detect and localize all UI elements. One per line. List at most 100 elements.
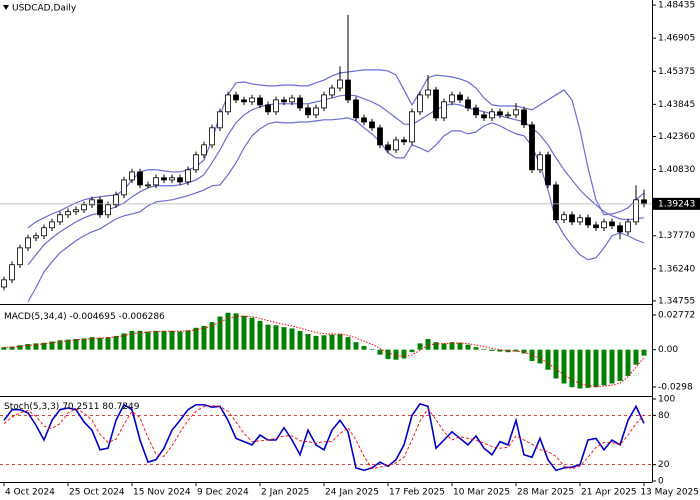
macd-bar bbox=[193, 327, 199, 350]
macd-bar bbox=[65, 339, 71, 350]
macd-bar bbox=[113, 335, 119, 350]
candle-body bbox=[345, 79, 351, 101]
macd-bar bbox=[153, 330, 159, 350]
candle-body bbox=[521, 109, 527, 126]
macd-bar bbox=[9, 346, 15, 350]
candle-body bbox=[225, 94, 231, 113]
y-tick-label: 80 bbox=[658, 411, 670, 421]
candle-body bbox=[273, 99, 279, 113]
macd-bar bbox=[121, 333, 127, 350]
candle-body bbox=[385, 144, 391, 151]
macd-bar bbox=[641, 349, 647, 356]
macd-bar bbox=[593, 349, 599, 388]
y-tick-label: 0.02772 bbox=[658, 310, 695, 320]
candle-body bbox=[577, 217, 583, 223]
x-tick-label: 15 Nov 2024 bbox=[133, 488, 191, 498]
macd-bar bbox=[601, 349, 607, 386]
candle-body bbox=[161, 177, 167, 181]
candle-body bbox=[489, 111, 495, 119]
macd-bar bbox=[417, 343, 423, 350]
bollinger-line bbox=[27, 69, 645, 229]
candle-body bbox=[49, 221, 55, 229]
macd-bar bbox=[305, 334, 311, 350]
macd-bar bbox=[41, 342, 47, 350]
macd-main-value: -0.004695 bbox=[70, 312, 116, 322]
candle-body bbox=[425, 89, 431, 96]
y-tick-label: 1.45375 bbox=[658, 67, 695, 77]
candle-body bbox=[441, 101, 447, 119]
macd-bar bbox=[553, 349, 559, 379]
stoch-main-line bbox=[3, 402, 645, 472]
macd-bar bbox=[25, 344, 31, 350]
macd-bar bbox=[617, 349, 623, 381]
candle-body bbox=[433, 89, 439, 119]
candle-body bbox=[353, 99, 359, 119]
candle-body bbox=[305, 107, 311, 116]
macd-bar bbox=[73, 339, 79, 350]
x-tick-label: 10 Mar 2025 bbox=[453, 488, 510, 498]
y-tick-label: 1.46905 bbox=[658, 34, 695, 44]
last-price-box bbox=[653, 197, 700, 210]
stoch-signal-line bbox=[3, 405, 645, 470]
macd-bar bbox=[425, 339, 431, 350]
macd-bar bbox=[297, 330, 303, 350]
x-tick-label: 28 Mar 2025 bbox=[517, 488, 574, 498]
symbol-menu-icon[interactable] bbox=[3, 5, 9, 10]
macd-bar bbox=[449, 342, 455, 350]
macd-bar bbox=[17, 345, 23, 350]
candle-body bbox=[105, 204, 111, 216]
bollinger-line bbox=[27, 94, 645, 266]
candle-body bbox=[81, 204, 87, 211]
candle-body bbox=[185, 169, 191, 183]
candle-body bbox=[265, 104, 271, 113]
macd-bar bbox=[353, 342, 359, 350]
candle-body bbox=[33, 235, 39, 239]
candle-body bbox=[561, 214, 567, 221]
macd-title: MACD(5,34,4) bbox=[4, 312, 67, 322]
candle-body bbox=[201, 144, 207, 156]
macd-bar bbox=[33, 343, 39, 350]
macd-bar bbox=[369, 349, 375, 350]
candle-body bbox=[553, 184, 559, 221]
stoch-signal-value: 80.7249 bbox=[102, 402, 139, 412]
candle-body bbox=[289, 97, 295, 103]
macd-bar bbox=[273, 325, 279, 350]
candle-body bbox=[233, 94, 239, 101]
candle-body bbox=[241, 99, 247, 103]
macd-bar bbox=[145, 331, 151, 350]
candle-body bbox=[465, 99, 471, 109]
candle-body bbox=[281, 99, 287, 103]
x-tick-label: 21 Apr 2025 bbox=[581, 488, 637, 498]
candle-body bbox=[377, 127, 383, 146]
macd-bar bbox=[257, 320, 263, 350]
candle-body bbox=[217, 111, 223, 129]
x-tick-label: 24 Jan 2025 bbox=[325, 488, 379, 498]
macd-bar bbox=[233, 313, 239, 350]
macd-bar bbox=[129, 330, 135, 350]
candle-body bbox=[609, 221, 615, 227]
macd-bar bbox=[265, 324, 271, 350]
macd-bar bbox=[97, 337, 103, 350]
macd-bar bbox=[49, 341, 55, 350]
macd-bar bbox=[377, 349, 383, 355]
candle-body bbox=[1, 279, 7, 288]
macd-bar bbox=[401, 349, 407, 359]
macd-bar bbox=[329, 334, 335, 350]
macd-bar bbox=[489, 349, 495, 351]
macd-bar bbox=[561, 349, 567, 384]
macd-bar bbox=[465, 344, 471, 350]
x-tick-label: 2 Jan 2025 bbox=[261, 488, 309, 498]
macd-bar bbox=[385, 349, 391, 360]
x-tick-label: 4 Oct 2024 bbox=[5, 488, 55, 498]
macd-bar bbox=[545, 349, 551, 370]
x-tick-label: 25 Oct 2024 bbox=[69, 488, 125, 498]
candle-body bbox=[145, 184, 151, 187]
macd-bar bbox=[409, 349, 415, 353]
candle-body bbox=[641, 199, 647, 205]
macd-bar bbox=[433, 342, 439, 350]
candle-body bbox=[513, 109, 519, 116]
macd-bar bbox=[161, 330, 167, 350]
candle-body bbox=[313, 107, 319, 116]
